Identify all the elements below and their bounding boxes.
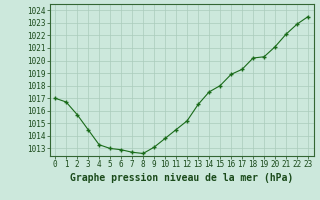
X-axis label: Graphe pression niveau de la mer (hPa): Graphe pression niveau de la mer (hPa) (70, 173, 293, 183)
